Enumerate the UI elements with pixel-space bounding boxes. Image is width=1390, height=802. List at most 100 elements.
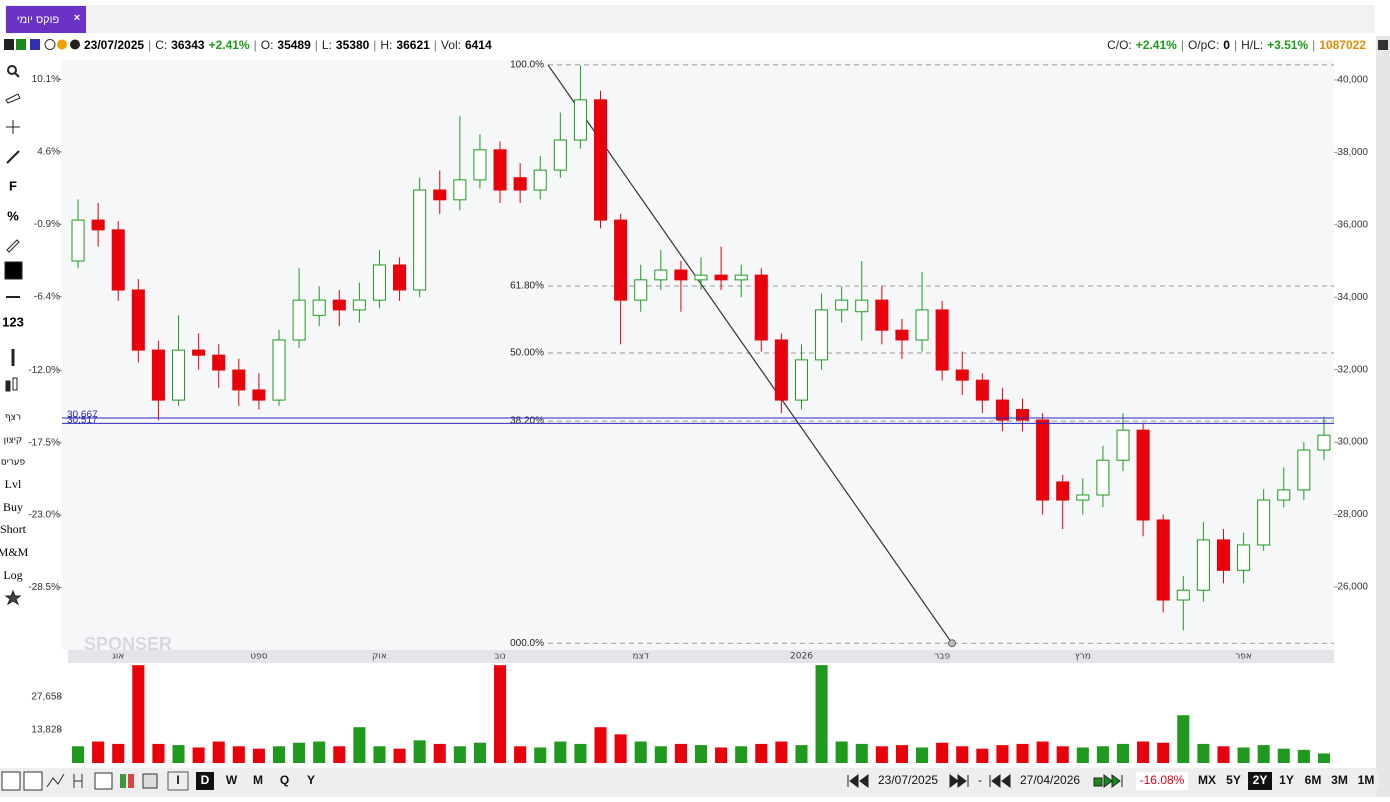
- icon[interactable]: [46, 773, 65, 788]
- toolbar-button[interactable]: Lvl: [5, 477, 22, 491]
- scroll-arrow[interactable]: [1378, 40, 1388, 50]
- candle-body: [332, 299, 346, 311]
- interval-button[interactable]: D: [201, 773, 210, 787]
- period-button-bg[interactable]: [1248, 772, 1272, 790]
- candle-body: [1036, 419, 1050, 501]
- period-button-bg[interactable]: [1274, 772, 1299, 790]
- period-button-bg[interactable]: [1301, 772, 1325, 790]
- icon-eraser[interactable]: [5, 93, 21, 104]
- period-button[interactable]: 1M: [1358, 773, 1375, 787]
- trend-handle[interactable]: [948, 639, 956, 648]
- volume-bar: [1137, 741, 1150, 763]
- icon[interactable]: [128, 774, 134, 788]
- candle-body: [1096, 459, 1110, 496]
- toolbar-button[interactable]: 123: [2, 314, 24, 329]
- icon[interactable]: [30, 39, 40, 50]
- toolbar-button[interactable]: רצף: [5, 413, 21, 423]
- scrollbar[interactable]: [1376, 36, 1390, 797]
- toolbar-button[interactable]: M&M: [0, 545, 29, 559]
- icon-candle[interactable]: [12, 377, 18, 391]
- volume-bar: [674, 743, 687, 763]
- interval-button[interactable]: Y: [307, 773, 315, 787]
- icon-star[interactable]: [4, 589, 22, 606]
- period-button-bg[interactable]: [1221, 772, 1246, 790]
- interval-button[interactable]: Q: [280, 773, 289, 787]
- interval-button[interactable]: W: [226, 773, 238, 787]
- icon[interactable]: [70, 39, 80, 50]
- candle-body: [553, 139, 567, 171]
- candle-body: [1056, 481, 1070, 501]
- icon-search[interactable]: [7, 65, 17, 75]
- header-item: 6414: [465, 38, 492, 52]
- header-item: Vol:: [441, 38, 461, 52]
- period-button[interactable]: 3M: [1331, 773, 1348, 787]
- icon-search[interactable]: [14, 72, 20, 78]
- icon-line[interactable]: [6, 150, 20, 164]
- candle-body: [473, 149, 487, 181]
- y-tick-label: 38,000: [1337, 147, 1368, 158]
- toolbar-button[interactable]: %: [7, 208, 19, 223]
- volume-bar: [634, 741, 647, 763]
- nav-icon[interactable]: [847, 774, 869, 788]
- volume-bar: [1237, 747, 1250, 763]
- header-item: |: [148, 38, 151, 52]
- y-tick-label: 30,000: [1337, 437, 1368, 448]
- toolbar-button[interactable]: Log: [3, 568, 22, 582]
- interval-button[interactable]: I: [176, 773, 179, 787]
- period-button-bg[interactable]: [1195, 772, 1219, 790]
- period-button[interactable]: 1Y: [1279, 773, 1294, 787]
- volume-bar: [1076, 747, 1089, 763]
- nav-icon[interactable]: [949, 774, 969, 788]
- header-item: C/O:: [1107, 38, 1132, 52]
- icon[interactable]: [1, 771, 21, 791]
- icon[interactable]: [16, 39, 26, 50]
- period-button-bg[interactable]: [1354, 772, 1378, 790]
- x-tick-label: דצמ: [633, 652, 649, 662]
- header-item: +2.41%: [1136, 38, 1177, 52]
- icon-crosshair[interactable]: [6, 120, 20, 134]
- interval-button-bg[interactable]: [196, 772, 214, 790]
- volume-bar: [976, 748, 989, 763]
- volume-bar: [775, 741, 788, 763]
- toolbar-button[interactable]: Short: [0, 522, 27, 536]
- candle-body: [1116, 429, 1130, 461]
- tab-title[interactable]: פוקס יומי: [17, 14, 60, 26]
- tab[interactable]: [6, 6, 86, 33]
- nav-icon[interactable]: [1093, 774, 1123, 788]
- interval-button[interactable]: M: [253, 773, 263, 787]
- icon[interactable]: [23, 771, 43, 791]
- icon[interactable]: [44, 39, 56, 50]
- toolbar-button[interactable]: קיצון: [4, 436, 23, 446]
- header-item: +3.51%: [1267, 38, 1308, 52]
- candle-body: [1317, 434, 1331, 451]
- icon[interactable]: [142, 773, 158, 789]
- toolbar-button[interactable]: Buy: [3, 500, 23, 514]
- icon[interactable]: [73, 774, 83, 788]
- volume-bar: [333, 746, 346, 763]
- interval-button-bg[interactable]: [222, 772, 241, 790]
- interval-button-bg[interactable]: [275, 772, 294, 790]
- icon-pen[interactable]: [6, 239, 20, 253]
- tab-close[interactable]: ×: [74, 12, 80, 24]
- interval-button-bg[interactable]: [302, 772, 320, 790]
- icon-color[interactable]: [4, 261, 23, 280]
- icon[interactable]: [94, 772, 113, 790]
- period-button-bg[interactable]: [1327, 772, 1352, 790]
- toolbar-button[interactable]: F: [9, 178, 17, 193]
- icon[interactable]: [57, 39, 67, 50]
- period-button[interactable]: MX: [1198, 773, 1216, 787]
- interval-button-bg[interactable]: [249, 772, 267, 790]
- interval-button-bg[interactable]: [169, 772, 187, 790]
- icon-candle[interactable]: [5, 380, 11, 392]
- period-button[interactable]: 5Y: [1226, 773, 1241, 787]
- period-button[interactable]: 2Y: [1253, 773, 1268, 787]
- period-button[interactable]: 6M: [1305, 773, 1322, 787]
- toolbar-button[interactable]: פערים: [1, 458, 26, 468]
- volume-bar: [715, 747, 728, 763]
- nav-icon[interactable]: [989, 774, 1011, 788]
- icon[interactable]: [120, 774, 126, 788]
- icon[interactable]: [4, 39, 14, 50]
- candle-body: [433, 189, 447, 201]
